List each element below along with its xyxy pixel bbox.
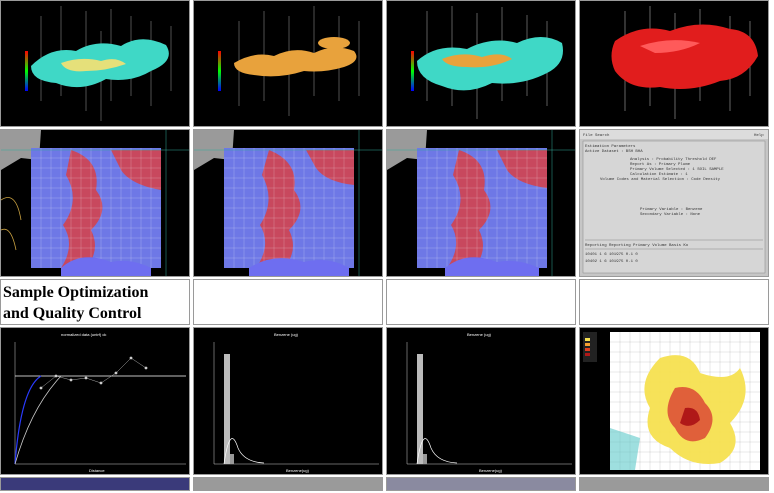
partial-panel xyxy=(0,477,190,491)
terminal-header: Estimation Parameters xyxy=(585,144,636,149)
terminal-menu: File Search xyxy=(583,133,610,138)
terminal-line: Report As : Primary Plume xyxy=(630,162,691,167)
section-caption: Sample Optimization and Quality Control xyxy=(1,280,189,324)
terminal-window: File Search Help Estimation Parameters A… xyxy=(580,130,768,276)
histogram-2-x-label: Benzene(ug) xyxy=(479,468,503,473)
terminal-line: Primary Volume Selected : 1 SOIL SAMPLE xyxy=(630,167,724,172)
isosurface-panel-1[interactable] xyxy=(0,0,190,127)
terminal-help: Help xyxy=(754,133,764,138)
isosurface-panel-4[interactable] xyxy=(579,0,769,127)
probability-map-2 xyxy=(194,130,382,276)
probability-map-3 xyxy=(387,130,575,276)
isosurface-panel-2[interactable] xyxy=(193,0,383,127)
histogram-panel-2[interactable]: Benzene (ug) Benzene(ug) xyxy=(386,327,576,475)
terminal-row: 10402 1 6 101975 0.1 0 xyxy=(585,260,638,264)
isosurface-cyan-image xyxy=(1,1,189,126)
map-panel-1[interactable] xyxy=(0,129,190,277)
empty-cell xyxy=(193,279,383,325)
terminal-row: 10401 1 6 101975 0.1 0 xyxy=(585,253,638,257)
variogram-title: normalized data (untrf) ck xyxy=(61,332,106,337)
heatmap-panel[interactable] xyxy=(579,327,769,475)
histogram-2-title: Benzene (ug) xyxy=(467,332,492,337)
histogram-chart-2: Benzene (ug) Benzene(ug) xyxy=(387,328,575,474)
partial-panel xyxy=(193,477,383,491)
terminal-subheader: Active Dataset : BSH BHA xyxy=(585,149,643,154)
terminal-line: Primary Variable : Benzene xyxy=(640,207,703,212)
isosurface-red-image xyxy=(580,1,768,126)
histogram-chart-1: Benzene (ug) Benzene(ug) xyxy=(194,328,382,474)
isosurface-panel-3[interactable] xyxy=(386,0,576,127)
terminal-line: Volume Codes and Material Selection : Co… xyxy=(600,177,721,182)
variogram-x-label: Distance xyxy=(89,468,105,473)
terminal-line: Secondary Variable : None xyxy=(640,212,701,217)
isosurface-orange-image xyxy=(194,1,382,126)
histogram-1-title: Benzene (ug) xyxy=(274,332,299,337)
isosurface-cyan-orange-image xyxy=(387,1,575,126)
caption-line-1: Sample Optimization xyxy=(3,284,149,301)
empty-cell xyxy=(386,279,576,325)
partial-panel xyxy=(579,477,769,491)
terminal-table-header: Reporting Reporting Primary Volume Basis… xyxy=(585,243,689,248)
variogram-panel[interactable]: normalized data (untrf) ck Distance xyxy=(0,327,190,475)
probability-map-1 xyxy=(1,130,189,276)
variogram-chart: normalized data (untrf) ck Distance xyxy=(1,328,189,474)
concentration-heatmap xyxy=(580,328,768,474)
histogram-1-x-label: Benzene(ug) xyxy=(286,468,310,473)
map-panel-3[interactable] xyxy=(386,129,576,277)
empty-cell xyxy=(579,279,769,325)
histogram-panel-1[interactable]: Benzene (ug) Benzene(ug) xyxy=(193,327,383,475)
map-panel-2[interactable] xyxy=(193,129,383,277)
terminal-line: Analysis : Probability Threshold DEF xyxy=(630,157,717,162)
caption-line-2: and Quality Control xyxy=(3,305,142,322)
partial-panel xyxy=(386,477,576,491)
terminal-panel[interactable]: File Search Help Estimation Parameters A… xyxy=(579,129,769,277)
caption-cell: Sample Optimization and Quality Control xyxy=(0,279,190,325)
terminal-line: Calculation Estimate : 1 xyxy=(630,172,688,177)
